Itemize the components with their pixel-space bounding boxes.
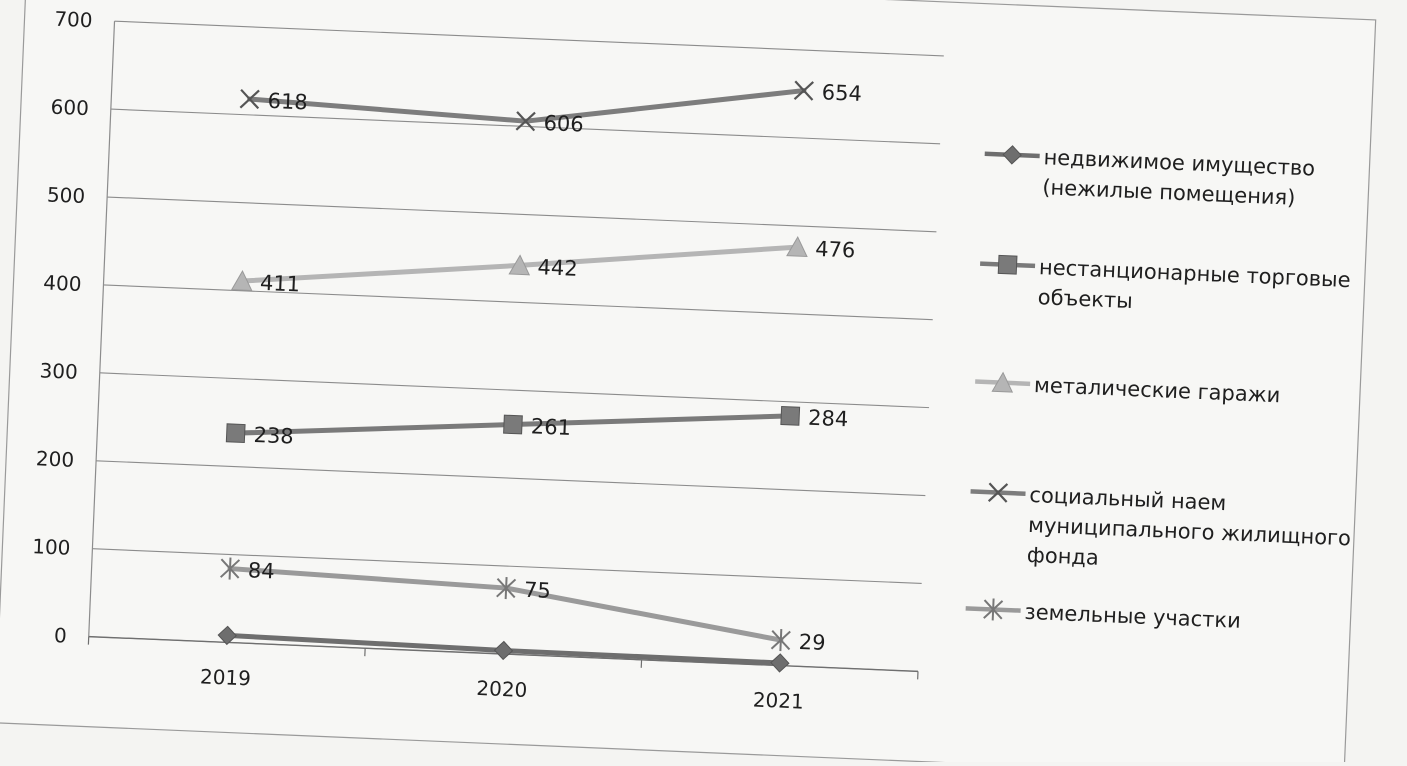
data-label: 411	[260, 271, 301, 297]
y-tick-label: 400	[43, 270, 82, 296]
x-tick-label: 2020	[476, 676, 528, 702]
y-tick-label: 200	[35, 446, 74, 472]
legend-label: фонда	[1026, 543, 1099, 570]
data-label: 618	[267, 89, 308, 115]
data-point	[781, 407, 800, 426]
star-marker-stroke	[230, 558, 231, 580]
data-label: 442	[537, 255, 578, 281]
x-tick-label: 2019	[200, 664, 252, 690]
data-label: 84	[247, 558, 275, 583]
data-point	[504, 415, 523, 434]
y-tick-label: 500	[47, 183, 86, 209]
y-tick-label: 0	[54, 623, 68, 648]
data-label: 261	[530, 414, 571, 440]
data-label: 75	[524, 578, 552, 603]
y-tick-label: 600	[50, 95, 89, 121]
data-label: 476	[815, 237, 856, 263]
data-label: 654	[821, 80, 862, 106]
y-tick-label: 700	[54, 7, 93, 33]
legend-label: объекты	[1037, 285, 1133, 313]
star-marker-stroke	[780, 629, 781, 651]
x-tick-label: 2021	[752, 688, 804, 714]
y-tick-label: 300	[39, 358, 78, 384]
data-label: 29	[798, 630, 826, 655]
star-marker-stroke	[993, 598, 994, 620]
y-tick-label: 100	[32, 534, 71, 560]
data-label: 284	[808, 406, 849, 432]
legend-marker	[998, 255, 1017, 274]
data-point	[226, 424, 245, 443]
data-label: 606	[543, 111, 584, 137]
data-label: 238	[253, 423, 294, 449]
star-marker-stroke	[506, 577, 507, 599]
